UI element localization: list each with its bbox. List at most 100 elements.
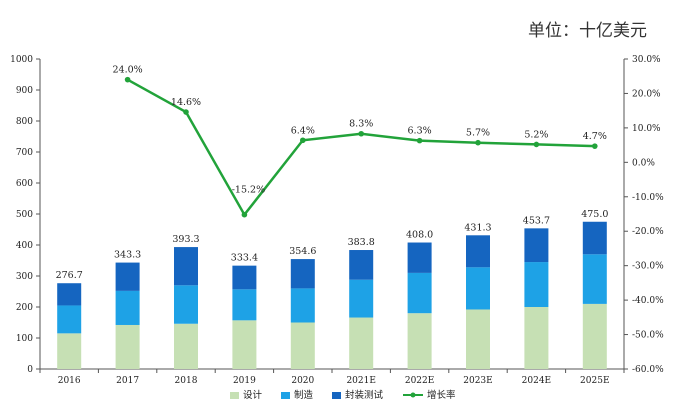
growth-label: 24.0% (113, 65, 143, 76)
growth-point (241, 211, 248, 218)
growth-label: 8.3% (349, 119, 373, 130)
y-right-tick-label: 20.0% (632, 89, 661, 99)
legend: 设计 制造 封装测试 增长率 (230, 389, 456, 401)
total-label: 276.7 (56, 270, 83, 281)
legend-swatch (281, 392, 290, 399)
growth-point (300, 137, 306, 144)
x-tick-label: 2024E (522, 376, 551, 386)
bar-segment (582, 221, 607, 255)
growth-point (416, 137, 423, 144)
growth-point (592, 143, 598, 149)
growth-point (475, 139, 481, 146)
total-label: 393.3 (172, 234, 199, 245)
bar-segment (524, 262, 549, 307)
axes: 0 100 200 300 400 500 600 700 800 900 1000 30.0% 20.… (10, 55, 664, 386)
bar-segment (115, 324, 140, 369)
bar-segment (57, 305, 82, 334)
total-label: 431.3 (464, 222, 491, 233)
bar-segment (115, 290, 140, 325)
growth-label: 6.3% (408, 126, 432, 137)
legend-label: 增长率 (427, 389, 456, 401)
growth-point (183, 109, 189, 115)
x-tick-label: 2016 (58, 376, 81, 386)
x-tick-label: 2020 (291, 376, 314, 386)
x-tick-label: 2023E (463, 376, 492, 386)
legend-swatch (230, 392, 239, 399)
y-right-tick-label: -20.0% (632, 227, 664, 237)
bar-segment (57, 333, 82, 369)
growth-label: 5.7% (466, 128, 490, 139)
unit-label: 单位：十亿美元 (528, 21, 647, 41)
bar-segment (232, 289, 257, 321)
y-right-tick-label: 0.0% (632, 158, 655, 168)
y-left-tick-label: 200 (16, 303, 33, 313)
growth-label: -15.2% (232, 185, 265, 196)
growth-point (533, 141, 540, 148)
total-label: 475.0 (581, 209, 608, 220)
bar-segment (290, 288, 315, 323)
growth-label: 4.7% (583, 131, 607, 142)
y-right-tick-label: -60.0% (632, 365, 664, 375)
bar-segment (115, 262, 140, 291)
bar-segment (174, 323, 198, 369)
y-right-tick-label: -40.0% (632, 296, 664, 306)
bar-segment (407, 313, 432, 369)
y-right-tick-label: -10.0% (632, 193, 664, 203)
bar-segment (232, 265, 257, 290)
x-tick-label: 2022E (405, 376, 434, 386)
y-right-tick-label: 10.0% (632, 124, 661, 134)
growth-line: 24.0% 14.6% -15.2% 6.4% 8.3% 6.3% 5.7% 5.2% 4.7% (113, 65, 607, 218)
y-left-tick-label: 300 (16, 272, 33, 282)
bar-segment (232, 320, 257, 369)
bar-segment (290, 259, 315, 289)
x-tick-label: 2019 (233, 376, 256, 386)
bar-segment (524, 228, 549, 263)
legend-label: 封装测试 (345, 389, 384, 401)
y-left-tick-label: 800 (16, 117, 33, 127)
total-label: 354.6 (289, 246, 316, 257)
y-left-tick-label: 900 (16, 86, 33, 96)
bar-segment (349, 317, 374, 369)
y-left-tick-label: 0 (27, 365, 33, 375)
y-left-tick-label: 400 (16, 241, 33, 251)
growth-point (358, 130, 365, 137)
y-left-tick-label: 600 (16, 179, 33, 189)
bar-segment (174, 247, 198, 286)
bar-segment (349, 279, 374, 318)
legend-label: 制造 (294, 389, 314, 401)
x-tick-label: 2018 (175, 376, 198, 386)
total-label: 408.0 (406, 230, 433, 241)
bar-segment (524, 307, 549, 369)
bar-segment (407, 242, 432, 273)
legend-swatch (332, 392, 341, 399)
y-left-tick-label: 1000 (10, 55, 33, 65)
x-tick-label: 2025E (580, 376, 609, 386)
bar-segment (407, 272, 432, 314)
bar-segment (349, 250, 374, 280)
y-right-tick-label: 30.0% (632, 55, 661, 65)
bar-segment (466, 267, 490, 310)
y-left-tick-label: 500 (16, 210, 33, 220)
bar-segment (466, 309, 490, 369)
growth-label: 14.6% (171, 97, 201, 108)
total-label: 343.3 (114, 250, 141, 261)
legend-line-marker (410, 392, 416, 398)
growth-point (124, 76, 131, 83)
x-tick-label: 2021E (346, 376, 375, 386)
y-right-tick-label: -50.0% (632, 331, 664, 341)
bar-segment (582, 303, 607, 369)
legend-label: 设计 (243, 389, 263, 401)
total-labels: 276.7 343.3 393.3 333.4 354.6 383.8 408.0 431.3… (56, 209, 609, 281)
bar-segment (582, 254, 607, 304)
y-left-tick-label: 700 (16, 148, 33, 158)
growth-label: 5.2% (524, 129, 548, 140)
y-left-tick-label: 100 (16, 334, 33, 344)
bar-segment (466, 235, 490, 268)
bar-segment (290, 322, 315, 369)
total-label: 333.4 (231, 253, 258, 264)
bars (57, 221, 607, 369)
total-label: 383.8 (348, 237, 375, 248)
growth-label: 6.4% (291, 125, 315, 136)
y-right-tick-label: -30.0% (632, 262, 664, 272)
